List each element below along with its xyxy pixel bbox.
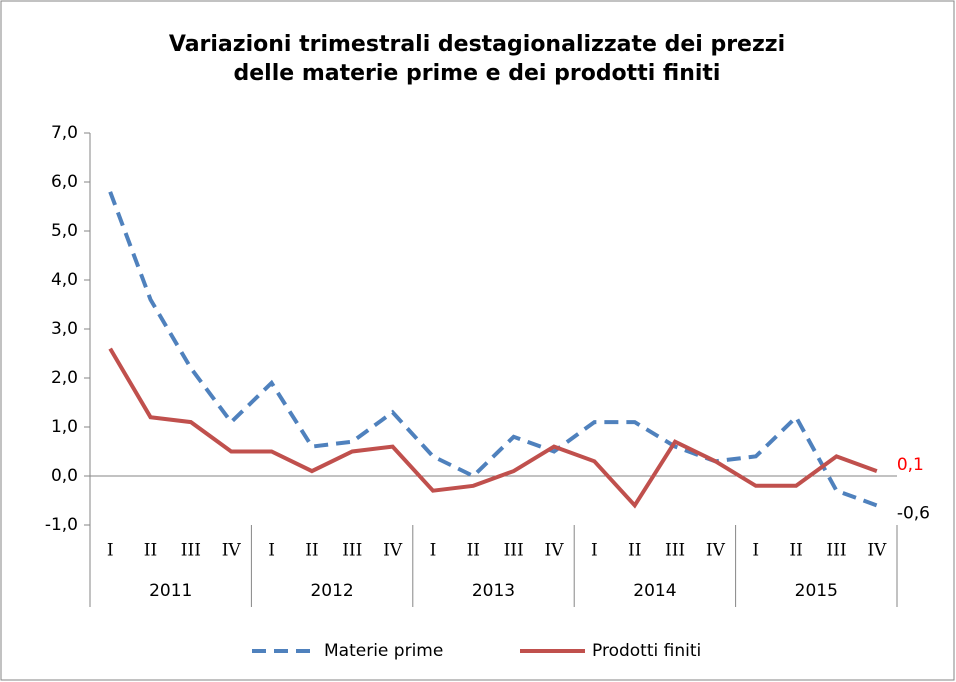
x-tick-label: IV: [867, 541, 887, 561]
series-line: [108, 347, 878, 509]
x-tick-label: I: [107, 541, 114, 561]
x-tick-label: III: [504, 541, 524, 561]
x-tick-label: III: [181, 541, 201, 561]
group-label: 2015: [795, 581, 838, 601]
legend-label: Materie prime: [324, 641, 443, 661]
y-tick-label: 5,0: [51, 221, 78, 241]
y-tick-label: 6,0: [51, 172, 78, 192]
x-tick-label: IV: [383, 541, 403, 561]
x-tick-label: II: [789, 541, 802, 561]
group-label: 2014: [633, 581, 676, 601]
y-tick-label: 0,0: [51, 466, 78, 486]
y-tick-label: 7,0: [51, 123, 78, 143]
y-tick-label: 3,0: [51, 319, 78, 339]
x-tick-label: II: [305, 541, 318, 561]
value-label: -0,6: [897, 503, 930, 523]
x-tick-label: I: [591, 541, 598, 561]
y-tick-label: -1,0: [45, 515, 78, 535]
x-tick-label: I: [268, 541, 275, 561]
x-tick-label: I: [430, 541, 437, 561]
x-tick-label: II: [628, 541, 641, 561]
value-label: 0,1: [897, 455, 924, 475]
x-tick-label: II: [467, 541, 480, 561]
x-tick-label: IV: [222, 541, 242, 561]
x-tick-label: IV: [706, 541, 726, 561]
x-tick-label: II: [144, 541, 157, 561]
group-label: 2012: [310, 581, 353, 601]
x-tick-label: III: [342, 541, 362, 561]
y-tick-label: 1,0: [51, 417, 78, 437]
x-tick-label: I: [752, 541, 759, 561]
group-label: 2013: [472, 581, 515, 601]
x-tick-label: IV: [545, 541, 565, 561]
group-label: 2011: [149, 581, 192, 601]
x-tick-label: III: [826, 541, 846, 561]
chart-title: delle materie prime e dei prodotti finit…: [234, 61, 721, 86]
y-tick-label: 4,0: [51, 270, 78, 290]
y-tick-label: 2,0: [51, 368, 78, 388]
x-tick-label: III: [665, 541, 685, 561]
series-line: [108, 191, 878, 508]
chart-title: Variazioni trimestrali destagionalizzate…: [169, 32, 785, 57]
legend-label: Prodotti finiti: [592, 641, 701, 661]
